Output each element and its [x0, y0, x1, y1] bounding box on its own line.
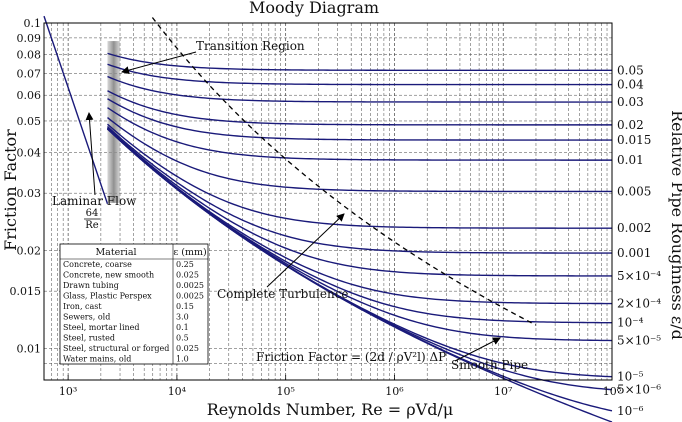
y-tick-label: 0.09 [17, 32, 42, 45]
y-axis-title: Friction Factor [1, 129, 20, 251]
annotation-arrows [85, 51, 501, 362]
x-tick-label: 10⁶ [385, 385, 404, 398]
roughness-label: 5×10⁻⁵ [617, 334, 661, 348]
roughness-label: 10⁻⁴ [617, 316, 644, 330]
plot-border [43, 22, 613, 381]
roughness-label: 0.01 [617, 153, 644, 167]
roughness-label: 5×10⁻⁶ [617, 383, 661, 397]
roughness-curve [107, 52, 612, 72]
table-cell-material: Concrete, coarse [63, 260, 132, 269]
laminar-arrow [85, 112, 96, 196]
roughness-curve [107, 107, 612, 161]
table-cell-material: Concrete, new smooth [63, 271, 154, 280]
table-cell-epsilon: 0.0025 [176, 281, 204, 290]
table-cell-material: Water mains, old [63, 355, 131, 364]
y-tick-label: 0.02 [17, 244, 42, 257]
roughness-curves [106, 52, 613, 422]
roughness-curve [107, 75, 612, 103]
y-tick-label: 0.01 [17, 342, 42, 355]
transition-region-label: Transition Region [196, 39, 305, 53]
table-cell-epsilon: 0.5 [176, 334, 189, 343]
roughness-curve [107, 98, 612, 141]
table-cell-material: Steel, rusted [63, 334, 115, 343]
table-cell-epsilon: 0.025 [176, 271, 199, 280]
y-tick-label: 0.07 [17, 67, 42, 80]
laminar-flow-line [43, 15, 109, 205]
x-tick-labels: 10³ 10⁴ 10⁵ 10⁶ 10⁷ 10⁸ [59, 375, 622, 398]
y2-axis-title: Relative Pipe Roughness ε/d [668, 110, 682, 340]
y-tick-label: 0.06 [17, 89, 42, 102]
roughness-label: 0.001 [617, 246, 651, 260]
y-tick-labels: 0.1 0.09 0.08 0.07 0.06 0.05 0.04 0.03 0.02 0.015… [10, 17, 42, 355]
table-cell-material: Steel, mortar lined [63, 323, 140, 332]
table-cell-material: Sewers, old [63, 313, 110, 322]
y-tick-label: 0.03 [17, 187, 42, 200]
roughness-curve [106, 128, 613, 422]
roughness-curve [107, 127, 613, 277]
roughness-label: 0.02 [617, 118, 644, 132]
y-tick-label: 0.1 [24, 17, 42, 30]
table-cell-epsilon: 0.0025 [176, 292, 204, 301]
roughness-label: 5×10⁻⁴ [617, 269, 661, 283]
table-cell-material: Drawn tubing [63, 281, 119, 290]
complete-turbulence-dashed-line [151, 17, 537, 326]
table-cell-epsilon: 0.1 [176, 323, 189, 332]
roughness-label: 0.04 [617, 78, 644, 92]
table-header-epsilon: ε (mm) [173, 247, 206, 258]
table-cell-epsilon: 1.0 [176, 355, 189, 364]
y-tick-label: 0.04 [17, 147, 42, 160]
roughness-label: 2×10⁻⁴ [617, 297, 661, 311]
x-tick-label: 10⁸ [603, 385, 622, 398]
table-cell-material: Glass, Plastic Perspex [63, 292, 152, 301]
x-axis-title: Reynolds Number, Re = ρVd/μ [207, 400, 453, 419]
table-cell-epsilon: 0.025 [176, 344, 199, 353]
y-tick-label: 0.015 [10, 285, 42, 298]
roughness-curve [107, 123, 612, 229]
table-cell-epsilon: 0.25 [176, 260, 194, 269]
roughness-label: 10⁻⁶ [617, 404, 644, 418]
roughness-label: 10⁻⁵ [617, 370, 644, 384]
table-header-material: Material [95, 247, 136, 258]
table-cell-epsilon: 3.0 [176, 313, 189, 322]
table-border [59, 243, 209, 365]
roughness-label: 0.002 [617, 221, 651, 235]
table-cell-material: Iron, cast [63, 302, 102, 311]
laminar-flow-label: Laminar Flow [52, 194, 137, 208]
roughness-labels: 0.050.04 0.03 0.020.015 0.01 0.005 0.002 0.001… [617, 63, 661, 418]
y-tick-label: 0.08 [17, 49, 42, 62]
smooth-pipe-arrow [454, 337, 501, 362]
smooth-pipe-label: Smooth Pipe [451, 358, 528, 372]
roughness-curve [107, 63, 612, 86]
roughness-curve [107, 90, 612, 126]
chart-title: Moody Diagram [249, 0, 379, 17]
x-tick-label: 10⁴ [168, 385, 187, 398]
table-cell-material: Steel, structural or forged [63, 344, 169, 353]
roughness-label: 0.005 [617, 184, 651, 198]
plot-frame [43, 22, 613, 381]
roughness-label: 0.015 [617, 133, 651, 147]
materials-table: Material ε (mm) Concrete, coarse 0.25 Concre… [59, 243, 209, 365]
laminar-line [43, 15, 109, 205]
roughness-label: 0.03 [617, 95, 644, 109]
x-tick-label: 10⁵ [276, 385, 294, 398]
roughness-curve [107, 125, 612, 254]
table-cell-epsilon: 0.15 [176, 302, 194, 311]
roughness-label: 0.05 [617, 63, 644, 77]
complete-turbulence-arrow [266, 213, 345, 288]
transition-arrow [121, 51, 197, 75]
y-tick-label: 0.05 [17, 115, 42, 128]
x-tick-label: 10⁷ [494, 385, 513, 398]
complete-turbulence-label: Complete Turbulence [217, 287, 349, 301]
laminar-formula-numerator: 64 [86, 208, 99, 219]
roughness-curve [107, 117, 612, 193]
complete-turbulence-boundary [151, 17, 537, 326]
laminar-formula-denominator: Re [85, 220, 99, 231]
x-tick-label: 10³ [59, 385, 77, 398]
roughness-curve [107, 127, 613, 305]
friction-factor-formula: Friction Factor = (2d / ρV²l) ΔP [256, 350, 446, 364]
